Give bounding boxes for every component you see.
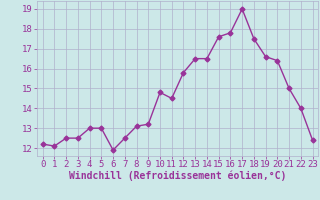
- X-axis label: Windchill (Refroidissement éolien,°C): Windchill (Refroidissement éolien,°C): [69, 171, 286, 181]
